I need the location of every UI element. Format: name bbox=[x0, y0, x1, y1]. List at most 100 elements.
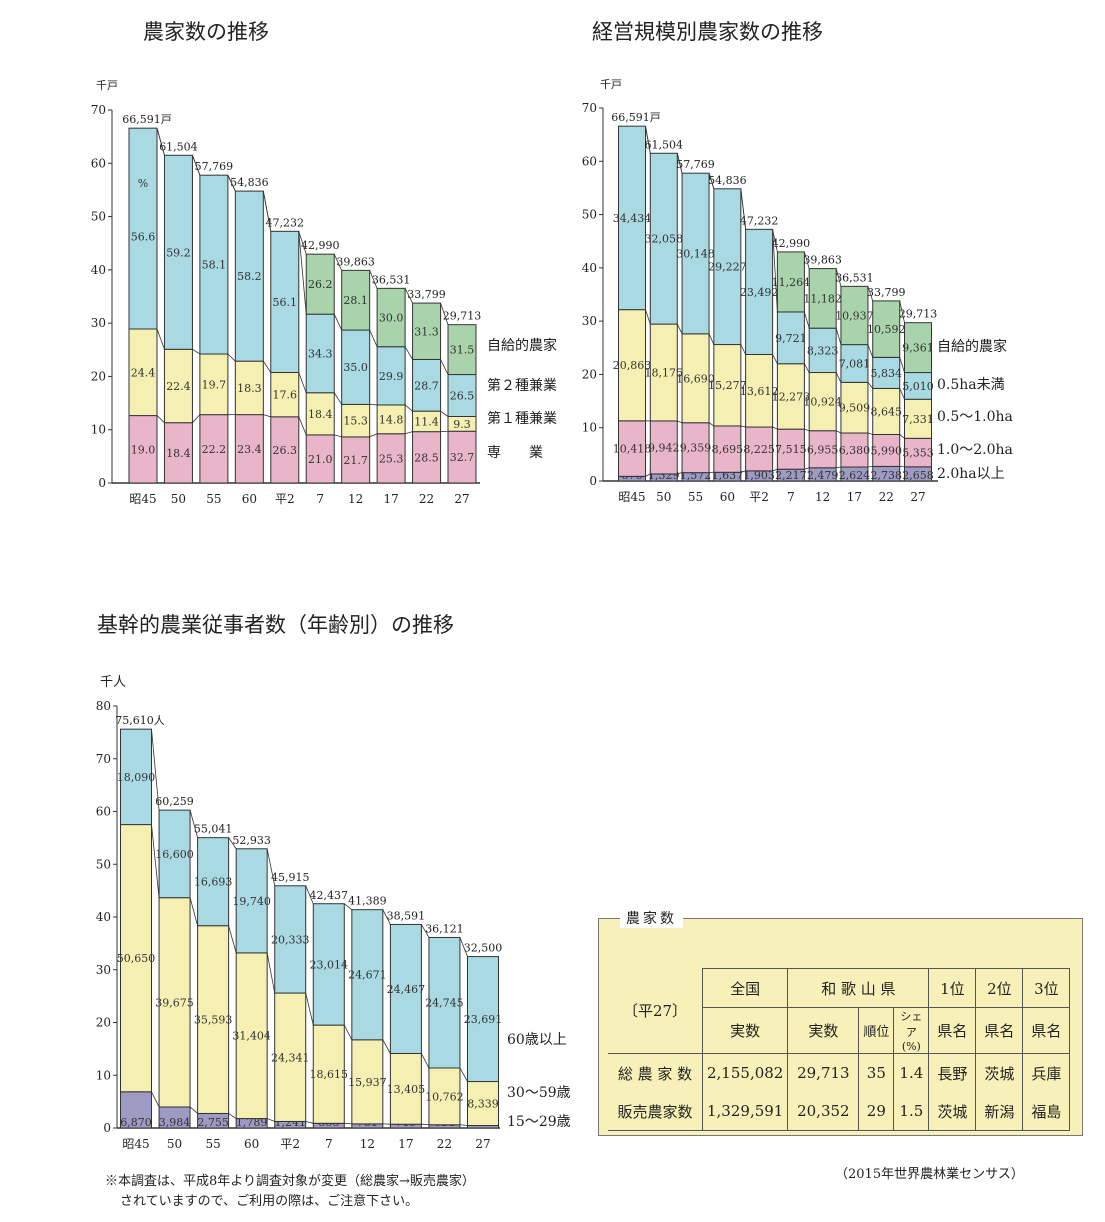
data-label: 23,691 bbox=[464, 1013, 503, 1026]
total-label: 66,591戸 bbox=[611, 111, 661, 124]
data-label: 10,592 bbox=[867, 323, 906, 336]
connector-line bbox=[421, 1053, 430, 1069]
bar-segment bbox=[163, 154, 193, 350]
x-tick-label: 平2 bbox=[275, 492, 295, 506]
y-tick-label: 0 bbox=[103, 1121, 111, 1135]
x-tick-label: 17 bbox=[847, 490, 862, 504]
bar-segment bbox=[447, 324, 477, 376]
bar-segment bbox=[447, 374, 477, 418]
connector-line bbox=[263, 414, 271, 418]
data-label: 11,264 bbox=[772, 276, 811, 289]
data-label: 32.7 bbox=[450, 451, 475, 464]
x-tick-label: 7 bbox=[787, 490, 795, 504]
th-pref-count: 実数 bbox=[787, 1007, 860, 1054]
x-tick-label: 22 bbox=[437, 1137, 452, 1151]
bar-segment bbox=[158, 809, 191, 899]
total-label: 66,591戸 bbox=[122, 113, 172, 126]
bar-segment bbox=[467, 1081, 499, 1127]
connector-line bbox=[151, 729, 160, 811]
th-rank3: 3位 bbox=[1022, 968, 1071, 1008]
bar-segment bbox=[649, 152, 678, 325]
data-label: 14.8 bbox=[379, 413, 404, 426]
connector-line bbox=[867, 344, 874, 358]
connector-line bbox=[228, 925, 237, 954]
source-note: （2015年世界農林業センサス） bbox=[835, 1166, 1024, 1182]
total-label: 57,769 bbox=[676, 158, 715, 171]
data-label: 23.4 bbox=[237, 443, 262, 456]
connector-line bbox=[298, 231, 307, 255]
bar-segment bbox=[447, 430, 477, 484]
y-tick-label: 60 bbox=[91, 156, 106, 170]
data-label: 7,515 bbox=[775, 443, 807, 456]
connector-line bbox=[228, 1113, 237, 1119]
bar-segment bbox=[389, 1052, 422, 1125]
connector-line bbox=[772, 229, 778, 253]
connector-line bbox=[835, 328, 842, 345]
x-tick-label: 60 bbox=[244, 1137, 259, 1151]
bar-segment bbox=[199, 174, 229, 355]
connector-line bbox=[298, 231, 307, 315]
data-label: 5,353 bbox=[902, 447, 934, 460]
x-tick-label: 27 bbox=[454, 492, 469, 506]
data-label: 2,738 bbox=[870, 469, 902, 482]
connector-line bbox=[189, 1106, 198, 1114]
total-label: 39,863 bbox=[803, 254, 842, 267]
cell: 茨城 bbox=[975, 1053, 1024, 1092]
th-pref-name-2: 県名 bbox=[975, 1007, 1024, 1054]
connector-line bbox=[151, 1091, 160, 1108]
connector-line bbox=[676, 323, 683, 334]
data-label: 56.6 bbox=[131, 231, 156, 244]
total-label: 57,769 bbox=[195, 160, 234, 173]
data-label: 9,359 bbox=[680, 442, 712, 455]
data-label: 59.2 bbox=[166, 246, 191, 259]
data-label: 19.0 bbox=[131, 443, 156, 456]
connector-line bbox=[382, 1039, 391, 1054]
data-label: 35.0 bbox=[343, 361, 368, 374]
legend-label: 15～29歳 bbox=[507, 1114, 571, 1130]
data-label: 6,870 bbox=[120, 1116, 152, 1129]
total-label: 29,713 bbox=[899, 308, 938, 321]
connector-line bbox=[305, 885, 314, 904]
y-tick-label: 30 bbox=[96, 963, 111, 977]
bar-segment bbox=[776, 251, 805, 313]
cell: 2,155,082 bbox=[701, 1053, 789, 1092]
total-label: 33,799 bbox=[407, 288, 446, 301]
total-label: 36,121 bbox=[425, 922, 464, 935]
connector-line bbox=[344, 1122, 352, 1125]
connector-line bbox=[772, 354, 778, 364]
total-label: 42,437 bbox=[310, 889, 349, 902]
bar-segment bbox=[467, 956, 499, 1083]
x-tick-label: 60 bbox=[242, 492, 257, 506]
th-rank1: 1位 bbox=[928, 968, 977, 1008]
connector-line bbox=[404, 288, 413, 304]
x-tick-label: 50 bbox=[167, 1137, 182, 1151]
connector-line bbox=[405, 431, 413, 435]
bar-segment bbox=[713, 344, 742, 427]
bar-segment bbox=[428, 1067, 461, 1126]
connector-line bbox=[262, 191, 272, 232]
chart2-plot: 01020304050607087610,41820,86334,43466,5… bbox=[582, 101, 1013, 504]
bar-segment bbox=[428, 936, 461, 1069]
total-label: 47,232 bbox=[266, 216, 305, 229]
data-label: 2,479 bbox=[807, 469, 839, 482]
total-label: 54,836 bbox=[708, 174, 747, 187]
bar-segment bbox=[270, 372, 300, 418]
bar-segment bbox=[120, 824, 152, 1093]
data-label: 2,217 bbox=[775, 469, 807, 482]
bar-segment bbox=[305, 313, 335, 394]
x-tick-label: 昭45 bbox=[122, 1137, 149, 1151]
data-label: 58.1 bbox=[202, 259, 227, 272]
data-label: 16,600 bbox=[155, 848, 194, 861]
bar-segment bbox=[840, 432, 869, 468]
connector-line bbox=[804, 428, 810, 432]
bar-segment bbox=[808, 268, 837, 329]
x-tick-label: 17 bbox=[398, 1137, 413, 1151]
connector-line bbox=[298, 372, 307, 393]
x-tick-label: 12 bbox=[348, 492, 363, 506]
data-label: 2,624 bbox=[839, 469, 871, 482]
data-label: 31.3 bbox=[414, 325, 439, 338]
connector-line bbox=[867, 286, 874, 302]
total-label: 38,591 bbox=[387, 909, 426, 922]
